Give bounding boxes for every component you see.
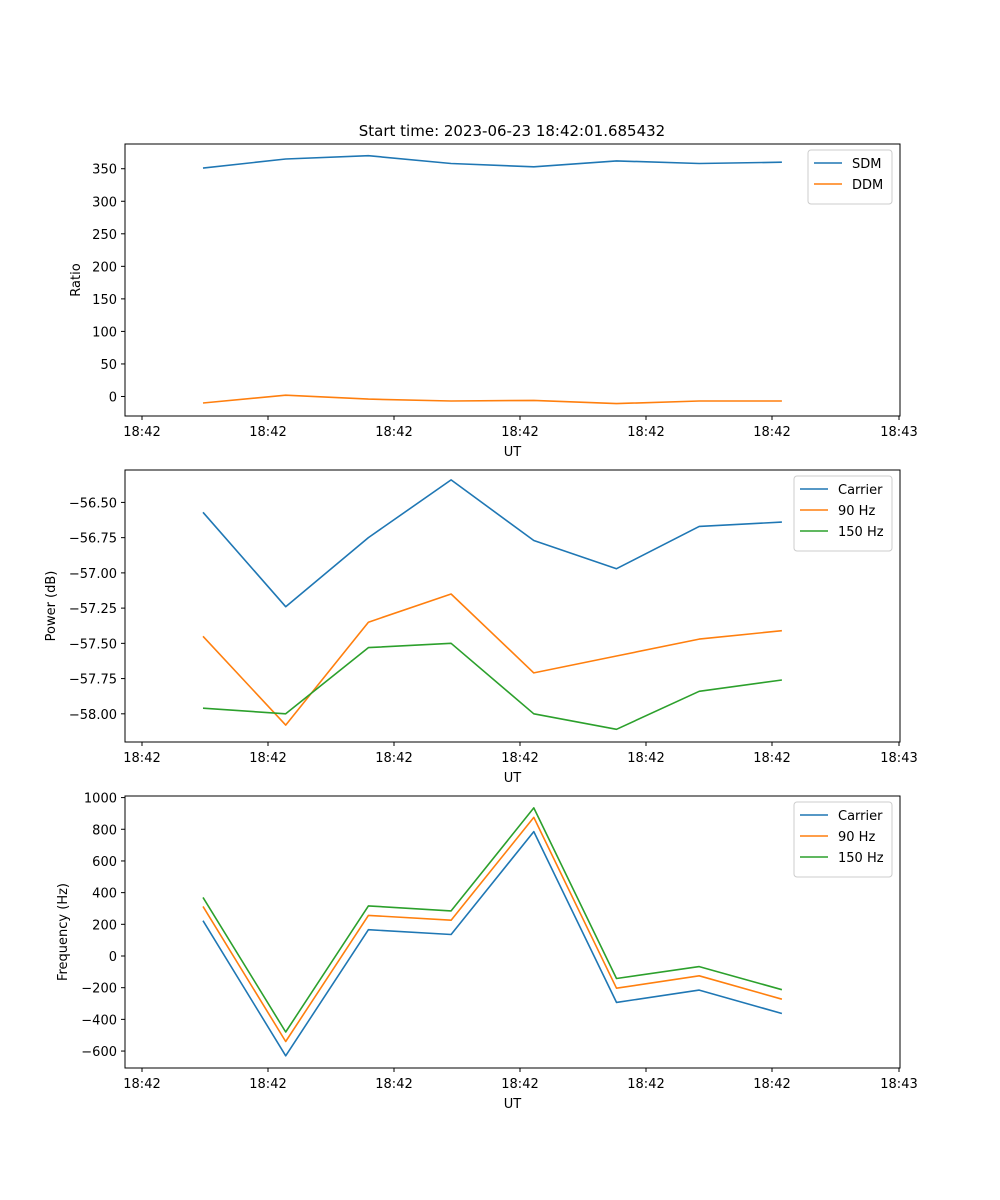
axes-frame-2 bbox=[124, 469, 901, 743]
x-tick-label: 18:43 bbox=[880, 1077, 917, 1092]
x-tick-label: 18:42 bbox=[249, 751, 286, 766]
x-tick-label: 18:42 bbox=[753, 1077, 790, 1092]
y-tick-label: 100 bbox=[92, 325, 117, 340]
x-tick-label: 18:42 bbox=[249, 1077, 286, 1092]
x-tick-label: 18:42 bbox=[375, 425, 412, 440]
series-line-ddm bbox=[202, 394, 782, 405]
series-line-150-hz bbox=[202, 642, 783, 731]
series-line-90-hz bbox=[202, 593, 782, 726]
y-tick-label: 400 bbox=[92, 887, 117, 902]
x-tick-label: 18:42 bbox=[123, 425, 160, 440]
legend-label: Carrier bbox=[838, 483, 883, 498]
figure-title: Start time: 2023-06-23 18:42:01.685432 bbox=[359, 122, 665, 140]
legend-label: SDM bbox=[852, 157, 881, 172]
x-tick-label: 18:42 bbox=[753, 425, 790, 440]
x-tick-label: 18:42 bbox=[501, 751, 538, 766]
y-tick-label: 600 bbox=[92, 855, 117, 870]
y-tick-label: −57.00 bbox=[69, 567, 117, 582]
series-line-sdm bbox=[202, 154, 782, 169]
x-tick-label: 18:42 bbox=[375, 1077, 412, 1092]
legend-label: Carrier bbox=[838, 809, 883, 824]
y-axis-label: Frequency (Hz) bbox=[56, 883, 71, 981]
y-tick-label: 200 bbox=[92, 918, 117, 933]
legend-box bbox=[793, 475, 893, 552]
x-tick-label: 18:42 bbox=[249, 425, 286, 440]
series-line-carrier bbox=[202, 479, 782, 608]
y-tick-label: 0 bbox=[109, 950, 117, 965]
y-tick-label: −57.75 bbox=[69, 673, 117, 688]
series-line-carrier bbox=[202, 830, 783, 1057]
y-tick-label: 150 bbox=[92, 293, 117, 308]
y-tick-label: −57.25 bbox=[69, 602, 117, 617]
y-tick-label: 800 bbox=[92, 823, 117, 838]
y-tick-label: −57.50 bbox=[69, 637, 117, 652]
x-tick-label: 18:42 bbox=[375, 751, 412, 766]
y-tick-label: 250 bbox=[92, 228, 117, 243]
y-tick-label: −56.75 bbox=[69, 532, 117, 547]
legend-label: 150 Hz bbox=[838, 525, 884, 540]
y-tick-label: 1000 bbox=[84, 792, 117, 807]
x-tick-label: 18:42 bbox=[501, 425, 538, 440]
x-tick-label: 18:42 bbox=[627, 751, 664, 766]
x-axis-label: UT bbox=[504, 771, 522, 786]
y-tick-label: 200 bbox=[92, 260, 117, 275]
y-tick-label: −200 bbox=[81, 982, 117, 997]
axes-frame-3 bbox=[124, 795, 901, 1069]
legend-label: 90 Hz bbox=[838, 504, 875, 519]
y-tick-label: 300 bbox=[92, 195, 117, 210]
y-tick-label: −400 bbox=[81, 1013, 117, 1028]
series-line-90-hz bbox=[202, 816, 783, 1043]
y-axis-label: Ratio bbox=[69, 263, 84, 296]
x-tick-label: 18:42 bbox=[627, 1077, 664, 1092]
y-tick-label: −600 bbox=[81, 1045, 117, 1060]
y-tick-label: −58.00 bbox=[69, 708, 117, 723]
x-axis-label: UT bbox=[504, 445, 522, 460]
x-tick-label: 18:42 bbox=[123, 751, 160, 766]
x-tick-label: 18:42 bbox=[627, 425, 664, 440]
legend-label: DDM bbox=[852, 178, 883, 193]
legend-label: 90 Hz bbox=[838, 830, 875, 845]
y-tick-label: −56.50 bbox=[69, 496, 117, 511]
x-tick-label: 18:42 bbox=[501, 1077, 538, 1092]
x-tick-label: 18:43 bbox=[880, 751, 917, 766]
y-axis-label: Power (dB) bbox=[44, 571, 59, 642]
y-tick-label: 50 bbox=[100, 358, 117, 373]
legend-box bbox=[793, 801, 893, 878]
axes-frame-1 bbox=[124, 143, 901, 417]
legend-label: 150 Hz bbox=[838, 851, 884, 866]
y-tick-label: 0 bbox=[109, 390, 117, 405]
y-tick-label: 350 bbox=[92, 163, 117, 178]
x-axis-label: UT bbox=[504, 1097, 522, 1112]
x-tick-label: 18:43 bbox=[880, 425, 917, 440]
x-tick-label: 18:42 bbox=[753, 751, 790, 766]
x-tick-label: 18:42 bbox=[123, 1077, 160, 1092]
series-line-150-hz bbox=[202, 807, 783, 1033]
